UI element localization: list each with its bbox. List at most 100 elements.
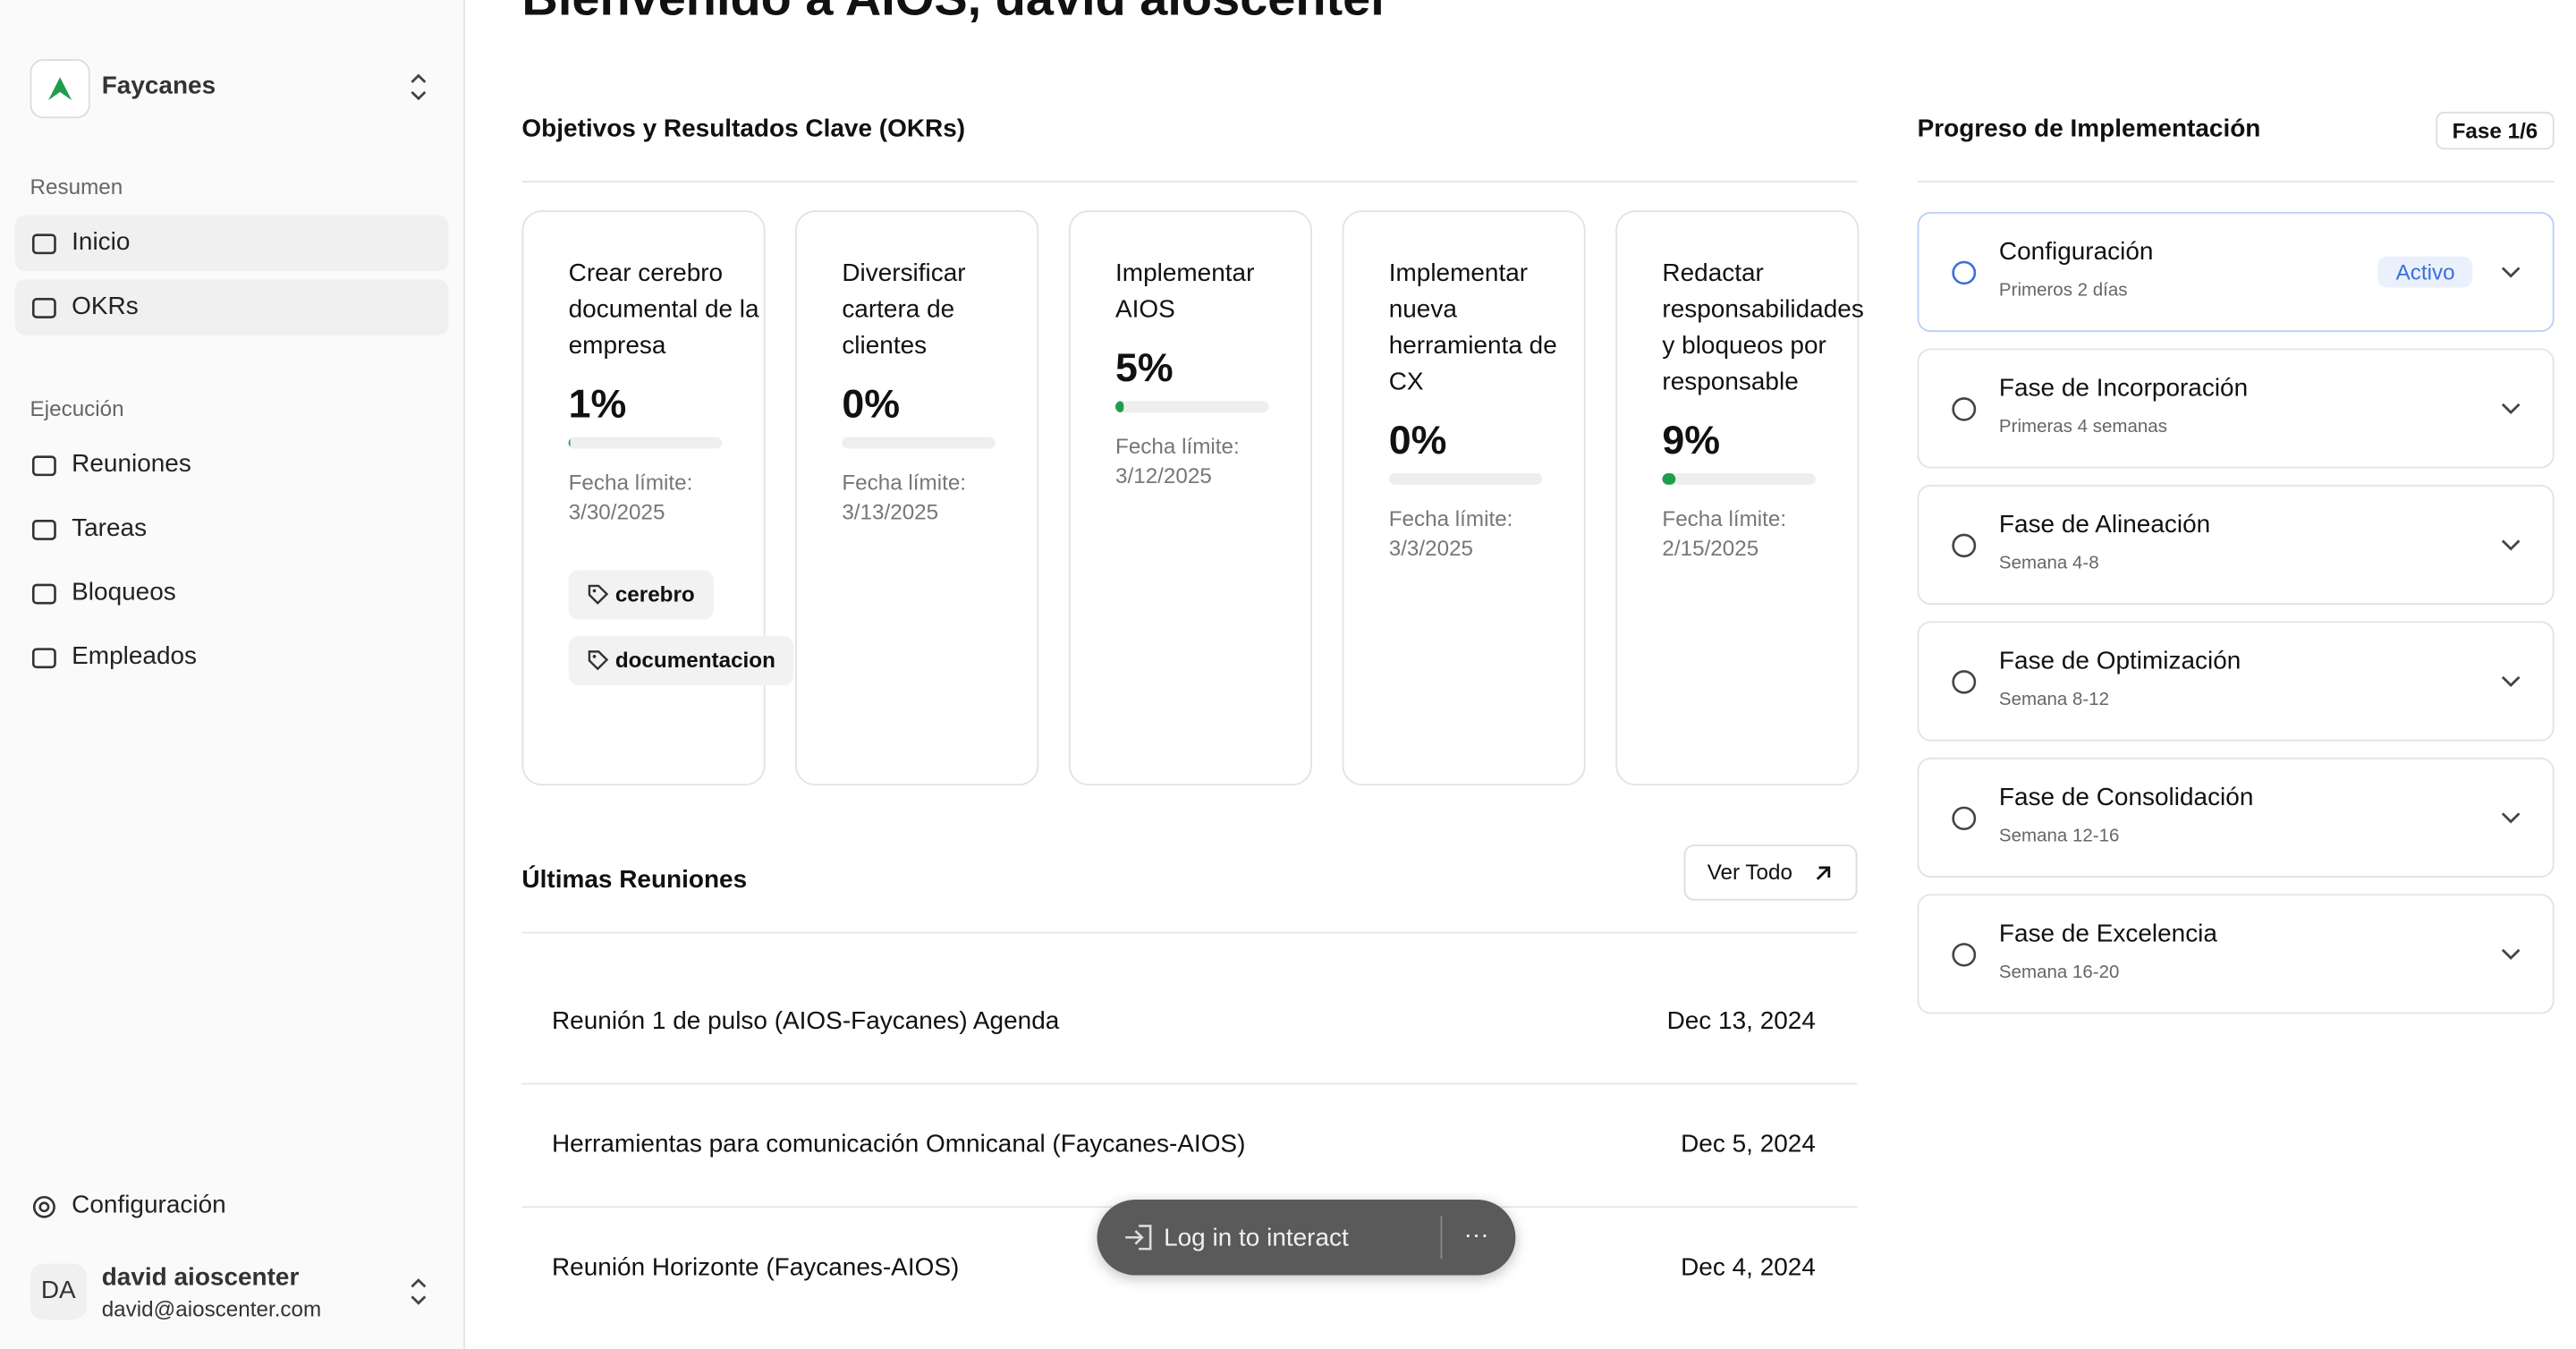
tag: cerebro [568,570,714,620]
phase-subtitle: Semana 12-16 [1998,827,2120,847]
okr-progress: 1% [568,383,627,428]
progress-fill [1115,401,1123,413]
nav-item[interactable]: Reuniones [15,437,449,493]
meeting-name[interactable]: Reunión Horizonte (Faycanes-AIOS) [551,1253,960,1282]
tag-label: cerebro [614,581,695,607]
okr-progress: 5% [1115,346,1174,392]
meeting-date: Dec 5, 2024 [1681,1130,1816,1159]
tag: documentacion [568,635,794,686]
nav-label[interactable]: Empleados [72,642,198,671]
phase-subtitle: Primeras 4 semanas [1998,417,2167,437]
okr-deadline: Fecha límite: 3/30/2025 [569,469,766,528]
page-title: Bienvenido a AIOS, david aioscenter [521,0,1390,28]
section-label: Resumen [30,174,123,199]
nav-label[interactable]: OKRs [72,292,139,321]
nav-label[interactable]: Tareas [72,513,148,543]
login-overlay[interactable]: Log in to interact ··· [1097,1200,1516,1276]
phase-card[interactable]: Fase de Alineación Semana 4-8 [1917,484,2555,606]
phase-title: Fase de Optimización [1998,647,2241,676]
phase-title: Fase de Excelencia [1998,920,2217,948]
tags: cerebro documentacion [568,570,794,686]
meeting-name[interactable]: Herramientas para comunicación Omnicanal… [551,1130,1246,1159]
okr-title: Diversificar cartera de clientes [842,259,966,361]
meeting-date: Dec 4, 2024 [1681,1253,1816,1282]
phase-card[interactable]: Fase de Optimización Semana 8-12 [1917,621,2555,742]
user-name: david aioscenter [101,1263,300,1292]
nav-item[interactable]: OKRs [14,279,449,335]
sidebar: Faycanes Resumen Inicio OKRs Ejecución Reuni… [0,0,466,1349]
progress-track [842,437,996,449]
nav-item[interactable]: Tareas [15,501,449,556]
nav-label[interactable]: Bloqueos [72,578,176,607]
nav-item[interactable]: Empleados [15,630,449,685]
deadline-label: Fecha límite: [1115,433,1240,459]
login-text[interactable]: Log in to interact [1164,1224,1349,1252]
okr-card[interactable]: Implementar AIOS 5% Fecha límite: 3/12/2025 [1068,210,1312,786]
okr-title: Implementar nueva herramienta de CX [1388,259,1557,396]
tag-label: documentacion [614,647,775,673]
phase-card[interactable]: Fase de Incorporación Primeras 4 semanas [1917,348,2555,469]
phase-card[interactable]: Fase de Excelencia Semana 16-20 [1917,894,2555,1014]
deadline-label: Fecha límite: [842,470,967,495]
phase-subtitle: Semana 4-8 [1998,554,2099,574]
meeting-name[interactable]: Reunión 1 de pulso (AIOS-Faycanes) Agend… [551,1007,1060,1036]
okr-progress: 0% [1388,419,1447,464]
phase-badge: Fase 1/6 [2436,111,2555,150]
okr-title: Implementar AIOS [1115,259,1255,324]
status-badge: Activo [2377,256,2474,288]
okr-deadline: Fecha límite: 3/3/2025 [1389,505,1586,564]
phase-subtitle: Semana 16-20 [1998,963,2120,983]
phase-subtitle: Primeros 2 días [1998,281,2128,301]
okr-card[interactable]: Redactar responsabilidades y bloqueos po… [1615,210,1864,786]
okr-title: Redactar responsabilidades y bloqueos po… [1662,259,1864,396]
phase-title: Fase de Alineación [1998,511,2211,539]
okr-card[interactable]: Diversificar cartera de clientes 0% Fecha … [795,210,1039,786]
user-email: david@aioscenter.com [101,1296,322,1321]
okr-body: Redactar responsabilidades y bloqueos po… [1662,257,1864,607]
okr-deadline: Fecha límite: 3/13/2025 [842,469,1038,528]
deadline-label: Fecha límite: [1388,505,1513,531]
logo [30,59,90,119]
settings[interactable]: Configuración [15,1178,449,1234]
deadline-date: 3/30/2025 [568,499,665,525]
okr-card[interactable]: Crear cerebro documental de la empresa 1%… [521,210,794,786]
avatar: DA [30,1263,87,1320]
deadline-date: 3/3/2025 [1388,535,1474,561]
phase-card[interactable]: Configuración Primeros 2 días Activo [1917,211,2555,333]
view-all-button[interactable]: Ver Todo [1683,844,1858,901]
deadline-date: 3/12/2025 [1115,463,1212,488]
phase-title: Fase de Consolidación [1998,784,2254,812]
okr-deadline: Fecha límite: 3/12/2025 [1115,432,1312,491]
deadline-date: 3/13/2025 [842,499,939,525]
progress-fill [568,437,571,449]
nav-item[interactable]: Inicio [14,215,449,272]
okr-body: Diversificar cartera de clientes 0% Fecha … [842,257,1038,571]
okr-deadline: Fecha límite: 2/15/2025 [1662,505,1859,564]
okr-body: Crear cerebro documental de la empresa 1%… [568,257,794,686]
nav-item[interactable]: Bloqueos [15,565,449,621]
okr-progress: 9% [1662,419,1721,464]
okr-card[interactable]: Implementar nueva herramienta de CX 0% Fec… [1342,210,1586,786]
okr-title: Crear cerebro documental de la empresa [568,259,759,361]
phase-subtitle: Semana 8-12 [1998,690,2110,710]
progress-fill [1662,473,1676,485]
section-title: Objetivos y Resultados Clave (OKRs) [521,115,966,143]
phase-card[interactable]: Fase de Consolidación Semana 12-16 [1917,757,2555,878]
deadline-date: 2/15/2025 [1662,535,1759,561]
nav-label[interactable]: Reuniones [72,450,191,479]
okr-body: Implementar AIOS 5% Fecha límite: 3/12/2025 [1115,257,1312,534]
more-button[interactable]: ··· [1463,1220,1489,1250]
progress-track [1115,401,1269,413]
okr-body: Implementar nueva herramienta de CX 0% Fec… [1388,257,1586,607]
progress-track [1662,473,1816,485]
phase-title: Configuración [1998,238,2154,267]
section-title: Progreso de Implementación [1917,115,2261,143]
phase-title: Fase de Incorporación [1998,374,2249,403]
divider [521,1082,1858,1085]
workspace[interactable]: Faycanes [101,72,216,101]
progress-track [1388,473,1543,485]
okr-progress: 0% [842,383,900,428]
nav-label[interactable]: Inicio [72,228,131,257]
section-label: Ejecución [30,395,124,421]
